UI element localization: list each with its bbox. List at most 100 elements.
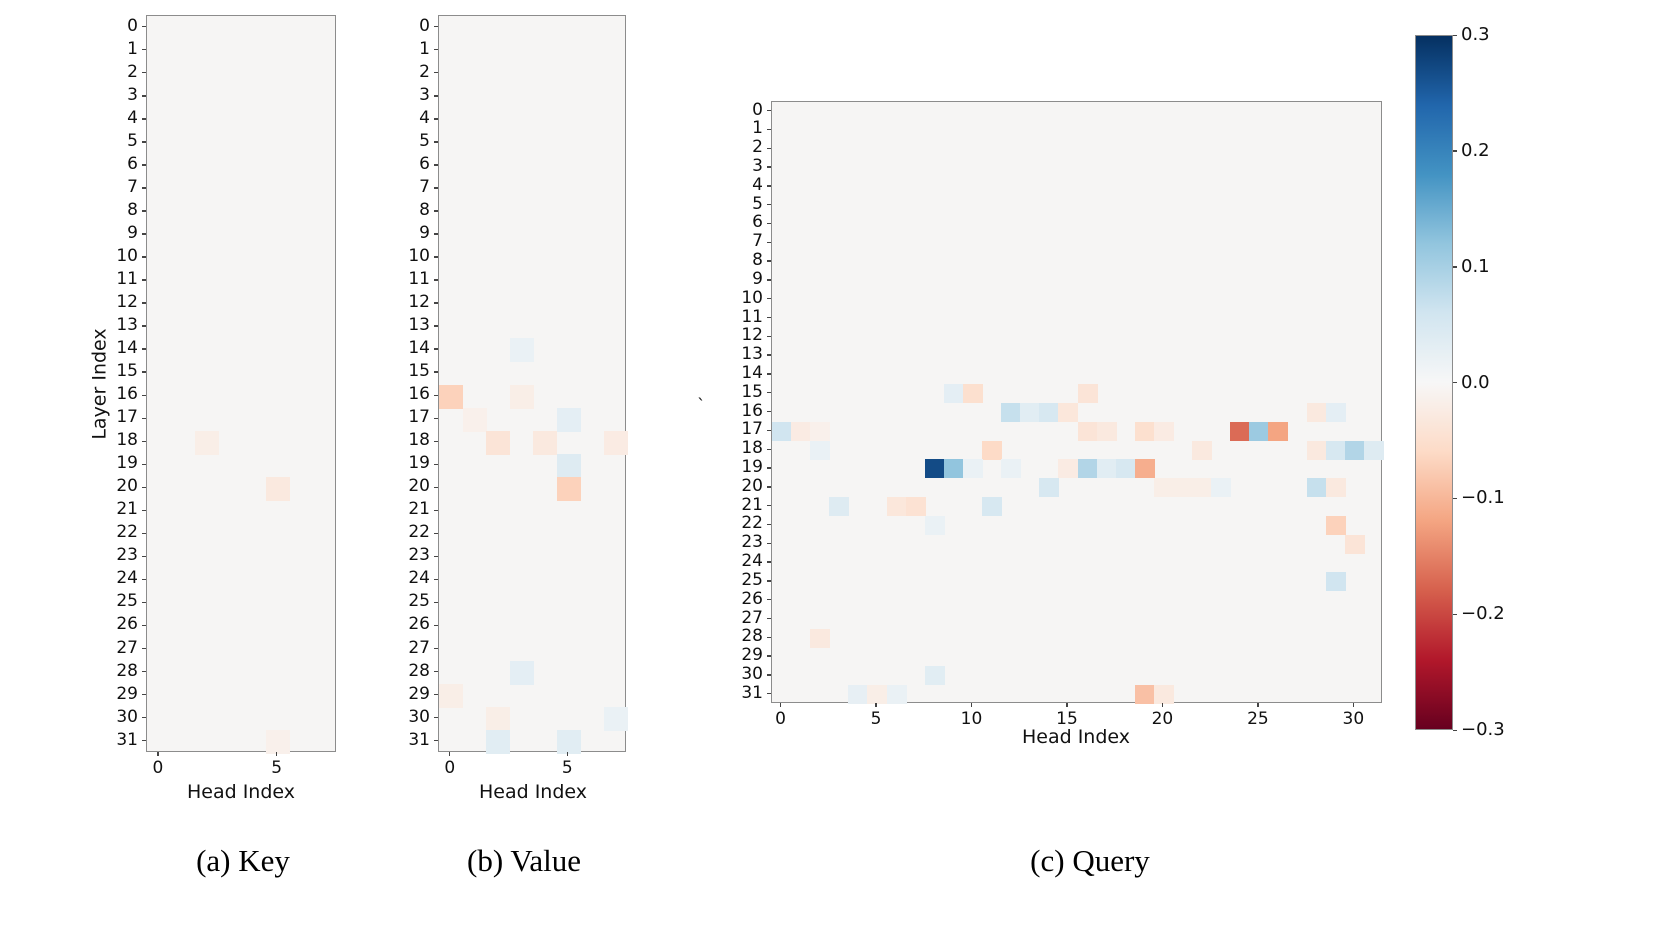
y-tick-label: 20 [408,476,430,497]
heatmap-cell [1325,440,1346,460]
y-tick-label: 22 [408,522,430,543]
y-tick-mark [434,279,438,281]
y-tick-mark [434,693,438,696]
y-tick-mark [767,166,771,168]
x-tick-label: 10 [960,709,983,729]
y-tick-mark [767,109,771,112]
y-tick-mark [142,670,146,673]
y-tick-mark [767,617,771,620]
y-tick-label: 8 [419,199,430,220]
stray-mark: ` [697,396,706,416]
heatmap-cell [886,497,907,517]
x-tick-label: 25 [1247,709,1269,729]
y-tick-label: 7 [752,231,763,252]
y-tick-mark [767,580,771,582]
y-tick-label: 3 [419,84,430,105]
x-tick-mark [566,752,568,756]
x-tick-mark [875,703,877,707]
y-tick-mark [767,410,771,413]
colorbar-tick-label: 0.1 [1461,255,1490,277]
heatmap-cell [1268,421,1289,441]
heatmap-cell [265,476,290,501]
y-tick-mark [434,578,438,581]
heatmap-cell [1058,459,1079,479]
heatmap-cell [1020,403,1041,422]
y-tick-mark [767,429,771,432]
y-tick-label: 13 [741,344,763,365]
heatmap-cell [1115,459,1136,479]
y-tick-label: 22 [741,513,763,534]
heatmap-cell [791,421,812,441]
y-tick-mark [767,222,771,225]
heatmap-cell [1001,459,1022,479]
y-tick-mark [434,417,438,419]
y-tick-label: 19 [741,457,763,477]
y-tick-label: 10 [741,287,763,308]
y-tick-mark [142,256,146,258]
heatmap-cell [886,685,907,705]
heatmap-cell [962,384,983,404]
x-tick-label: 5 [870,709,882,729]
y-tick-label: 1 [419,38,430,59]
x-tick-mark [1066,703,1068,707]
y-tick-label: 6 [419,153,430,174]
y-tick-label: 26 [116,614,138,635]
y-tick-mark [142,210,146,212]
heatmap-cell [1134,459,1155,479]
y-tick-label: 4 [752,174,763,195]
heatmap-cell [1058,403,1079,422]
y-tick-label: 20 [116,476,138,497]
heatmap-cell [1325,478,1346,498]
y-tick-label: 26 [408,614,430,635]
heatmap-cell [1153,421,1174,441]
heatmap-cell [905,497,926,517]
y-tick-label: 13 [408,315,430,336]
y-tick-mark [142,555,146,558]
y-tick-mark [142,371,146,373]
y-tick-label: 0 [752,99,763,120]
heatmap-value [438,15,628,754]
heatmap-cell [486,706,510,731]
y-tick-mark [434,141,438,143]
y-tick-mark [142,164,146,166]
y-tick-label: 15 [408,361,430,382]
heatmap-cell [1039,478,1060,498]
y-tick-label: 16 [408,384,430,405]
heatmap-cell [829,497,850,517]
heatmap-cell [1077,384,1098,404]
heatmap-cell [486,430,510,455]
y-tick-mark [767,185,771,187]
y-tick-mark [434,509,438,512]
y-tick-mark [142,302,146,304]
heatmap-cell [265,729,290,754]
colorbar-tick-label: 0.0 [1461,371,1490,393]
y-tick-mark [142,739,146,742]
y-tick-mark [767,504,771,507]
x-tick-label: 0 [444,758,456,778]
y-tick-mark [434,118,438,120]
colorbar [1415,35,1453,730]
y-tick-mark [767,674,771,676]
heatmap-cell [810,421,831,441]
y-tick-label: 23 [116,545,138,566]
y-tick-label: 7 [127,176,138,197]
y-tick-mark [767,373,771,375]
y-tick-mark [767,335,771,338]
heatmap-cell [1249,421,1270,441]
colorbar-tick-mark [1453,729,1457,731]
y-tick-label: 17 [741,419,763,440]
heatmap-cell [486,729,510,754]
heatmap-cell [1325,403,1346,422]
y-tick-mark [142,26,146,28]
y-tick-label: 3 [752,156,763,176]
heatmap-cell [982,440,1003,460]
y-tick-label: 26 [741,588,763,609]
y-tick-mark [767,693,771,695]
heatmap-cell [1363,440,1384,460]
heatmap-cell [1192,478,1213,498]
y-tick-mark [434,95,438,97]
y-tick-label: 21 [116,499,138,520]
y-tick-mark [434,256,438,258]
x-tick-mark [779,703,782,707]
x-axis-label-query-head-index: Head Index [1021,726,1131,748]
